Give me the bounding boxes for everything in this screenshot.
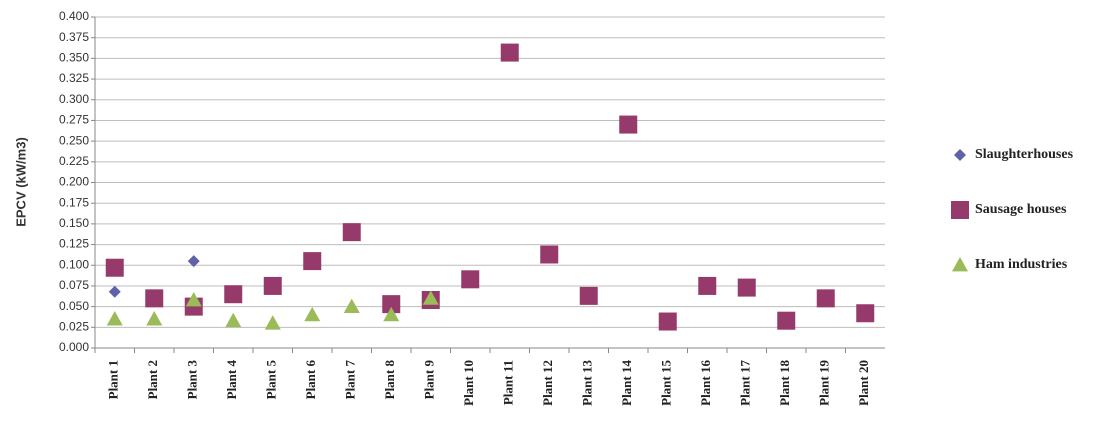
- point: [343, 298, 360, 314]
- point: [304, 306, 321, 322]
- point: [856, 304, 875, 323]
- y-tick-label: 0.225: [59, 154, 89, 168]
- point: [777, 311, 796, 330]
- point: [303, 252, 322, 271]
- y-tick-label: 0.375: [59, 30, 89, 44]
- x-tick-label: Plant 20: [856, 360, 871, 406]
- x-tick-label: Plant 7: [343, 360, 358, 400]
- point: [263, 276, 282, 295]
- x-tick-label: Plant 5: [264, 360, 279, 400]
- point: [737, 278, 756, 297]
- x-tick-label: Plant 13: [580, 360, 595, 406]
- x-tick-label: Plant 9: [422, 360, 437, 400]
- point: [698, 276, 717, 295]
- x-tick-label: Plant 2: [145, 360, 160, 399]
- y-tick-label: 0.050: [59, 299, 89, 313]
- point: [383, 306, 400, 322]
- y-tick-label: 0.150: [59, 216, 89, 230]
- point: [185, 292, 202, 307]
- point: [422, 290, 439, 305]
- point: [106, 311, 123, 326]
- y-tick-label: 0.075: [59, 278, 89, 292]
- y-tick-label: 0.025: [59, 319, 89, 333]
- y-tick-label: 0.125: [59, 237, 89, 251]
- y-tick-label: 0.100: [59, 257, 89, 271]
- x-tick-label: Plant 14: [619, 360, 634, 406]
- point: [382, 295, 401, 314]
- y-tick-label: 0.325: [59, 71, 89, 85]
- point: [145, 289, 164, 308]
- y-tick-label: 0.250: [59, 133, 89, 147]
- x-tick-label: Plant 3: [185, 360, 200, 400]
- point: [146, 311, 163, 326]
- legend-label: Ham industries: [975, 257, 1068, 272]
- y-axis-label: EPCV (kW/m3): [13, 137, 28, 227]
- y-tick-label: 0.350: [59, 51, 89, 65]
- x-tick-label: Plant 16: [698, 360, 713, 406]
- legend-label: Sausage houses: [975, 202, 1067, 217]
- point: [619, 115, 638, 134]
- point: [264, 315, 281, 330]
- point: [224, 285, 243, 304]
- x-tick-label: Plant 12: [540, 360, 555, 406]
- point: [579, 286, 598, 305]
- point: [461, 270, 480, 289]
- point: [105, 258, 124, 277]
- point: [187, 255, 200, 268]
- x-tick-label: Plant 10: [461, 360, 476, 406]
- x-tick-label: Plant 4: [224, 360, 239, 400]
- x-tick-label: Plant 6: [303, 360, 318, 400]
- point: [658, 312, 677, 331]
- point: [500, 43, 519, 62]
- point: [225, 312, 242, 328]
- y-tick-label: 0.400: [59, 9, 89, 23]
- x-tick-label: Plant 17: [738, 360, 753, 406]
- x-tick-label: Plant 15: [659, 360, 674, 406]
- y-tick-label: 0.175: [59, 195, 89, 209]
- y-tick-label: 0.200: [59, 175, 89, 189]
- y-tick-label: 0.000: [59, 340, 89, 354]
- y-tick-label: 0.275: [59, 113, 89, 127]
- legend-marker: [951, 201, 969, 219]
- point: [540, 245, 559, 264]
- point: [108, 285, 121, 298]
- legend-label: Slaughterhouses: [975, 147, 1074, 162]
- x-tick-label: Plant 8: [382, 360, 397, 400]
- point: [342, 223, 361, 242]
- point: [816, 289, 835, 308]
- x-tick-label: Plant 11: [501, 360, 516, 405]
- x-tick-label: Plant 19: [817, 360, 832, 406]
- legend-marker: [952, 257, 968, 272]
- x-tick-label: Plant 18: [777, 360, 792, 406]
- x-tick-label: Plant 1: [106, 360, 121, 399]
- y-tick-label: 0.300: [59, 92, 89, 106]
- legend-marker: [954, 149, 966, 161]
